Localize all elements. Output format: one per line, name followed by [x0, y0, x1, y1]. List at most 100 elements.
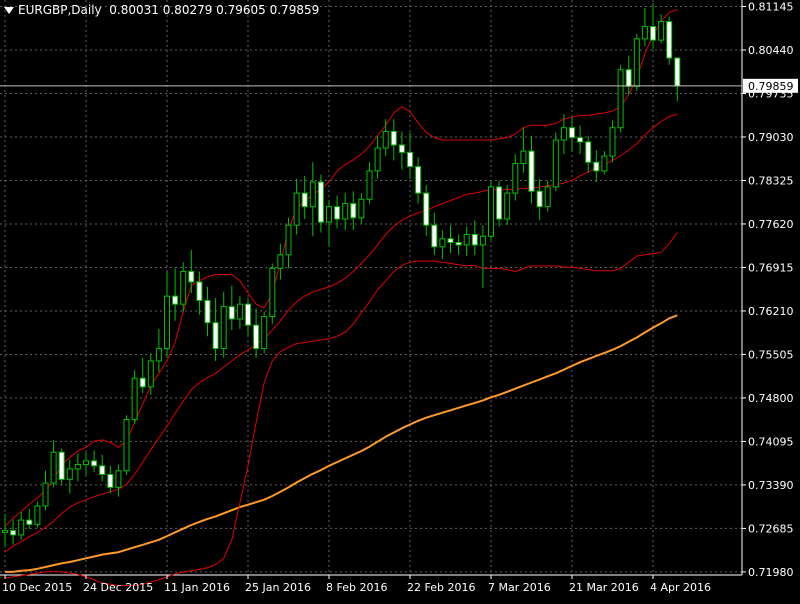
candle[interactable] — [520, 127, 527, 173]
candle[interactable] — [317, 174, 324, 233]
x-tick-label[interactable]: 11 Jan 2016 — [164, 581, 230, 594]
candle[interactable] — [658, 14, 665, 44]
candle[interactable] — [212, 297, 219, 361]
candle[interactable] — [593, 149, 600, 183]
candle[interactable] — [18, 512, 25, 540]
y-tick-label[interactable]: 0.77620 — [748, 218, 794, 231]
x-tick-label[interactable]: 25 Jan 2016 — [245, 581, 311, 594]
candle[interactable] — [496, 180, 503, 227]
candle[interactable] — [552, 132, 559, 192]
candle[interactable] — [83, 452, 89, 476]
candle[interactable] — [342, 193, 349, 231]
candle[interactable] — [609, 120, 616, 163]
candle[interactable] — [326, 200, 332, 247]
y-tick-label[interactable]: 0.74800 — [748, 392, 794, 405]
candle[interactable] — [528, 135, 535, 204]
candle[interactable] — [463, 226, 470, 257]
candle[interactable] — [407, 132, 413, 179]
x-tick-label[interactable]: 8 Feb 2016 — [326, 581, 387, 594]
candle[interactable] — [131, 370, 138, 424]
candle[interactable] — [374, 135, 381, 179]
candle[interactable] — [447, 225, 454, 253]
candle[interactable] — [455, 234, 462, 255]
candle[interactable] — [74, 453, 81, 482]
candle[interactable] — [625, 55, 632, 95]
x-tick-label[interactable]: 22 Feb 2016 — [407, 581, 475, 594]
candle[interactable] — [301, 175, 308, 220]
candle[interactable] — [560, 114, 567, 155]
candle[interactable] — [633, 33, 640, 91]
candle[interactable] — [309, 162, 316, 237]
candle[interactable] — [423, 185, 430, 237]
dropdown-triangle-icon[interactable] — [4, 7, 14, 14]
candle[interactable] — [277, 243, 284, 280]
candle[interactable] — [107, 465, 114, 494]
candle[interactable] — [115, 464, 122, 497]
candle[interactable] — [390, 119, 397, 161]
candle[interactable] — [471, 220, 478, 255]
candle[interactable] — [2, 513, 8, 548]
candle[interactable] — [431, 212, 438, 255]
candle[interactable] — [285, 217, 292, 269]
candle[interactable] — [512, 154, 519, 201]
candle[interactable] — [641, 8, 648, 47]
y-tick-label[interactable]: 0.74095 — [748, 435, 794, 448]
candle[interactable] — [334, 195, 341, 229]
candle[interactable] — [245, 297, 251, 337]
candle[interactable] — [479, 225, 486, 289]
candle[interactable] — [350, 191, 357, 231]
candle[interactable] — [488, 180, 494, 241]
candle[interactable] — [577, 125, 584, 155]
y-tick-label[interactable]: 0.78325 — [748, 174, 794, 187]
y-tick-label[interactable]: 0.71980 — [748, 566, 794, 579]
x-tick-label[interactable]: 4 Apr 2016 — [650, 581, 711, 594]
candle[interactable] — [228, 285, 235, 331]
candle[interactable] — [180, 262, 187, 312]
candle[interactable] — [536, 178, 543, 221]
y-tick-label[interactable]: 0.76210 — [748, 305, 794, 318]
candle[interactable] — [139, 357, 146, 393]
y-tick-label[interactable]: 0.72685 — [748, 522, 794, 535]
candle[interactable] — [569, 117, 575, 152]
candle[interactable] — [155, 328, 162, 373]
candle[interactable] — [650, 3, 656, 50]
y-tick-label[interactable]: 0.76915 — [748, 261, 794, 274]
candle[interactable] — [34, 501, 41, 528]
candlesticks[interactable] — [2, 3, 681, 548]
candle[interactable] — [398, 131, 405, 170]
candle[interactable] — [220, 291, 227, 358]
x-tick-label[interactable]: 10 Dec 2015 — [2, 581, 72, 594]
y-tick-label[interactable]: 0.75505 — [748, 348, 794, 361]
candle[interactable] — [66, 459, 73, 494]
candle[interactable] — [123, 415, 130, 476]
candle[interactable] — [504, 185, 511, 226]
time-scale[interactable]: 10 Dec 2015 24 Dec 2015 11 Jan 2016 25 Jan … — [2, 575, 711, 594]
candle[interactable] — [147, 353, 154, 395]
candle[interactable] — [204, 286, 211, 337]
candle[interactable] — [358, 193, 365, 224]
candle[interactable] — [50, 439, 57, 488]
candle[interactable] — [382, 119, 389, 157]
y-tick-label[interactable]: 0.81145 — [748, 0, 794, 13]
y-tick-label[interactable]: 0.80440 — [748, 44, 794, 57]
candle[interactable] — [10, 519, 17, 545]
y-tick-label[interactable]: 0.79030 — [748, 131, 794, 144]
x-tick-label[interactable]: 7 Mar 2016 — [488, 581, 551, 594]
candle[interactable] — [585, 135, 592, 173]
candle[interactable] — [236, 296, 243, 329]
candle[interactable] — [544, 180, 551, 212]
candle[interactable] — [366, 162, 373, 204]
candle[interactable] — [415, 157, 422, 204]
candle[interactable] — [617, 64, 624, 133]
candle[interactable] — [99, 454, 106, 482]
candle[interactable] — [439, 230, 446, 260]
candle[interactable] — [261, 311, 268, 354]
candle[interactable] — [601, 151, 608, 175]
candle[interactable] — [164, 271, 170, 358]
y-tick-label[interactable]: 0.73390 — [748, 479, 794, 492]
x-tick-label[interactable]: 21 Mar 2016 — [569, 581, 639, 594]
candle[interactable] — [196, 271, 203, 315]
candle[interactable] — [253, 308, 260, 358]
